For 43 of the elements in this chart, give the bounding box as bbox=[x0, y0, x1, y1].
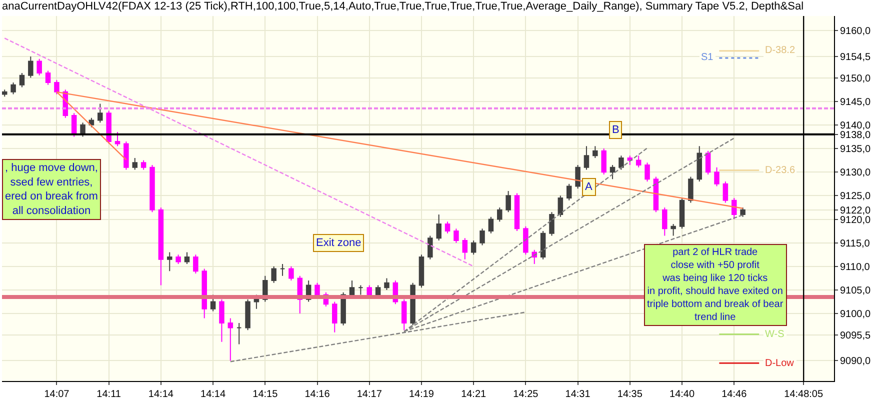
annotation: part 2 of HLR trade close with +50 profit was being like 120 ticks in profit, should have exited on triple bottom and break of bear trend line bbox=[647, 247, 784, 323]
x-tick-label: 14:25 bbox=[513, 389, 539, 400]
x-tick-label: 14:19 bbox=[408, 389, 434, 400]
y-tick-label: 9115,0 bbox=[840, 238, 870, 250]
x-tick-label: 14:31 bbox=[565, 389, 591, 400]
ref-line-label: S1 bbox=[701, 52, 714, 63]
y-tick-label: 9122,0 bbox=[840, 205, 872, 216]
y-tick-label: 9138,0 bbox=[840, 130, 872, 141]
y-tick-label: 9154,5 bbox=[840, 52, 872, 64]
chart-title: anaCurrentDayOHLV42(FDAX 12-13 (25 Tick),RTH,100,100,True,5,14,Auto,True,True,True,True,True,True,Average_Daily_Range), Summary Tape V5.2, Depth&Sal bbox=[2, 0, 804, 13]
y-tick-label: 9130,0 bbox=[840, 168, 872, 179]
x-tick-label: 14:16 bbox=[304, 389, 330, 400]
ref-line-label: D-38.2 bbox=[765, 45, 796, 56]
y-tick-label: 9100,0 bbox=[840, 309, 872, 320]
x-tick-label: 14:11 bbox=[96, 389, 122, 400]
annotation: B bbox=[612, 124, 620, 136]
y-tick-label: 9135,0 bbox=[840, 144, 872, 156]
ref-line-label: D-23.6 bbox=[765, 165, 796, 176]
x-tick-label: 14:17 bbox=[356, 389, 382, 400]
y-tick-label: 9140,0 bbox=[840, 120, 872, 132]
y-tick-label: 9105,0 bbox=[840, 285, 872, 296]
x-tick-label: 14:14 bbox=[200, 389, 226, 400]
x-tick-label: 14:14 bbox=[148, 389, 174, 400]
y-tick-label: 9095,5 bbox=[840, 330, 872, 342]
x-tick-label: 14:35 bbox=[617, 389, 643, 400]
annotation: , huge move down, ssed few entries, ered on break from all consolidation bbox=[5, 162, 98, 217]
annotation: Exit zone bbox=[316, 237, 362, 249]
ref-line-label: W-S bbox=[765, 329, 785, 340]
y-tick-label: 9160,0 bbox=[840, 26, 872, 38]
ref-line-label: D-Low bbox=[765, 358, 795, 369]
x-tick-label: 14:48:05 bbox=[784, 389, 824, 400]
y-tick-label: 9145,0 bbox=[840, 96, 872, 108]
x-tick-label: 14:40 bbox=[670, 389, 695, 400]
y-tick-label: 9125,0 bbox=[840, 191, 872, 202]
y-tick-label: 9120,0 bbox=[840, 214, 872, 226]
y-tick-label: 9110,0 bbox=[840, 262, 870, 273]
y-tick-label: 9090,0 bbox=[840, 356, 872, 368]
x-tick-label: 14:21 bbox=[461, 389, 487, 400]
x-tick-label: 14:15 bbox=[252, 389, 278, 400]
y-tick-label: 9150,0 bbox=[840, 73, 872, 84]
annotation: A bbox=[585, 181, 593, 193]
x-tick-label: 14:07 bbox=[44, 389, 70, 400]
x-tick-label: 14:46 bbox=[722, 389, 748, 400]
